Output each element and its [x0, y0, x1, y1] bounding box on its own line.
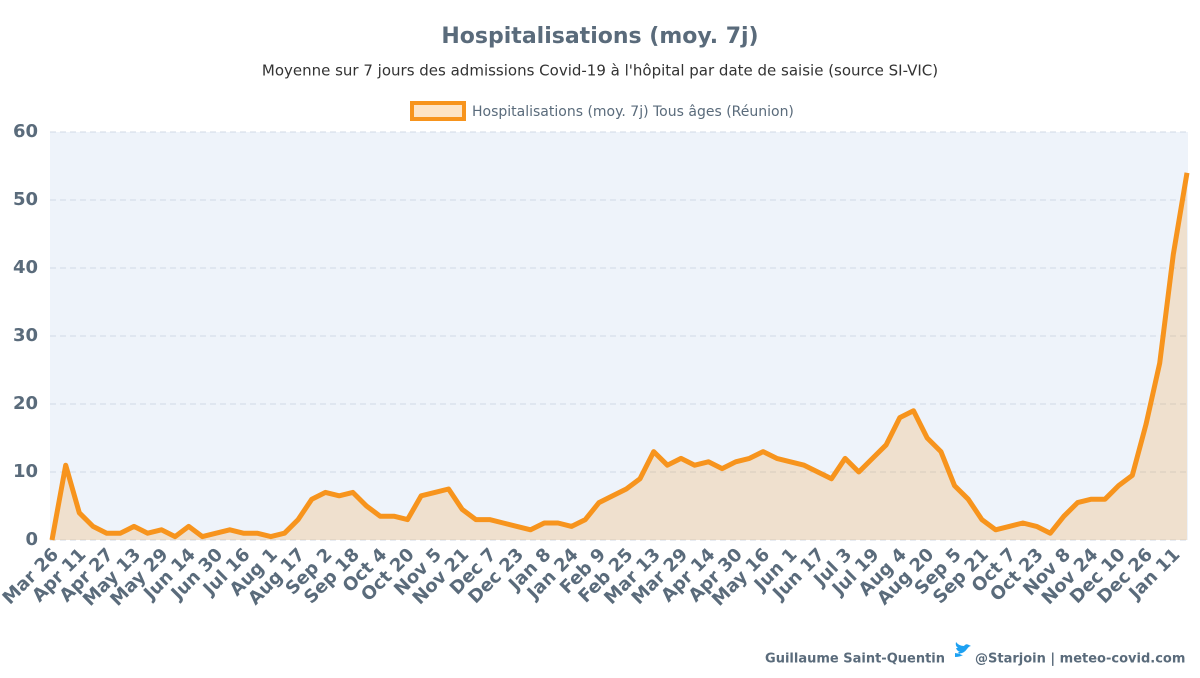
credit-source[interactable]: @Starjoin | meteo-covid.com — [975, 652, 1185, 667]
twitter-icon — [955, 642, 971, 657]
y-tick-label: 40 — [13, 257, 38, 278]
area — [52, 172, 1187, 541]
y-tick-label: 60 — [13, 121, 38, 142]
credit-author: Guillaume Saint-Quentin — [765, 652, 945, 667]
y-tick-label: 50 — [13, 189, 38, 210]
legend-swatch — [410, 101, 466, 121]
y-tick-label: 30 — [13, 325, 38, 346]
legend-label: Hospitalisations (moy. 7j) Tous âges (Ré… — [472, 104, 794, 120]
plot-area — [50, 132, 1188, 540]
chart-subtitle: Moyenne sur 7 jours des admissions Covid… — [262, 62, 938, 80]
y-tick-label: 0 — [25, 529, 38, 550]
y-tick-label: 20 — [13, 393, 38, 414]
legend[interactable]: Hospitalisations (moy. 7j) Tous âges (Ré… — [410, 101, 794, 121]
chart-title: Hospitalisations (moy. 7j) — [441, 24, 758, 49]
line — [49, 172, 1190, 541]
y-tick-label: 10 — [13, 461, 38, 482]
